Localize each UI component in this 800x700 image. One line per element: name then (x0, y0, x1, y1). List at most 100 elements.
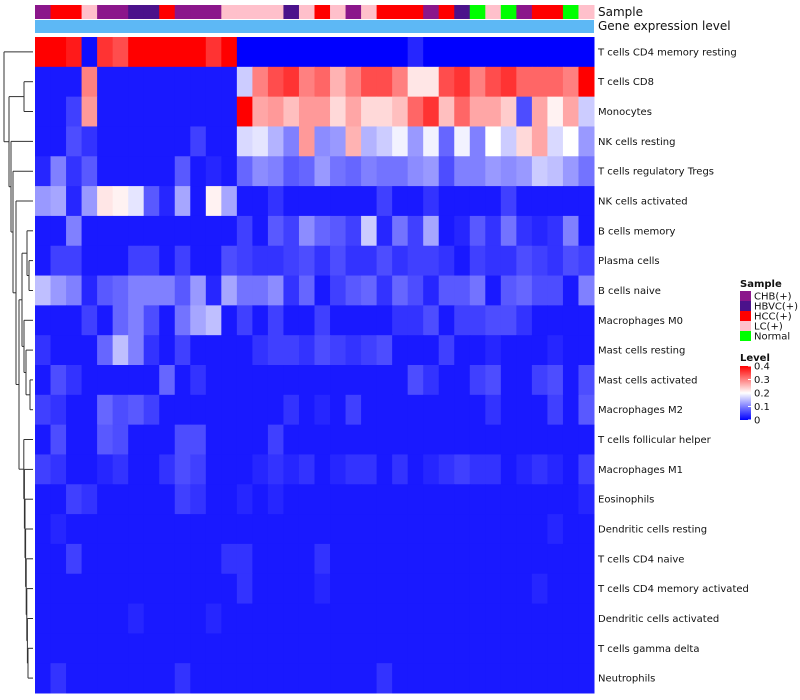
heatmap-cell (221, 305, 238, 336)
heatmap-cell (578, 663, 595, 694)
heatmap-cell (35, 126, 52, 157)
heatmap-cell (562, 484, 579, 515)
heatmap-cell (345, 663, 362, 694)
heatmap-cell (531, 66, 548, 98)
heatmap-cell (205, 245, 222, 277)
heatmap-cell (423, 126, 440, 157)
heatmap-cell (345, 633, 362, 664)
heatmap-cell (50, 275, 67, 306)
annotation-label-sample: Sample (598, 5, 643, 19)
heatmap-cell (361, 454, 378, 485)
heatmap-cell (81, 394, 98, 426)
heatmap-cell (407, 156, 424, 187)
heatmap-cell (112, 514, 129, 545)
heatmap-cell (128, 37, 145, 68)
heatmap-cell (128, 573, 145, 605)
heatmap-cell (407, 305, 424, 336)
heatmap-cell (190, 126, 207, 157)
heatmap-cell (454, 514, 471, 545)
heatmap-cell (500, 335, 517, 366)
heatmap-cell (361, 514, 378, 545)
heatmap-cell (252, 37, 269, 68)
heatmap-cell (516, 215, 533, 247)
heatmap-cell (205, 215, 222, 247)
heatmap-cell (112, 663, 129, 694)
heatmap-cell (423, 156, 440, 187)
heatmap-cell (283, 543, 300, 575)
sample-annotation-cell (531, 5, 548, 19)
heatmap-cell (407, 215, 424, 247)
heatmap-cell (267, 663, 284, 694)
heatmap-cell (500, 394, 517, 426)
heatmap-cell (267, 186, 284, 217)
heatmap-cell (174, 156, 191, 187)
heatmap-cell (469, 245, 486, 277)
heatmap-cell (174, 215, 191, 247)
heatmap-cell (314, 126, 331, 157)
heatmap-cell (174, 305, 191, 336)
heatmap-cell (97, 275, 114, 306)
heatmap-cell (376, 573, 393, 605)
heatmap-cell (143, 603, 160, 634)
heatmap-cell (531, 394, 548, 426)
heatmap-cell (190, 603, 207, 634)
heatmap-cell (423, 365, 440, 396)
heatmap-cell (298, 186, 315, 217)
heatmap-cell (547, 156, 564, 187)
heatmap-cell (97, 126, 114, 157)
heatmap-cell (298, 394, 315, 426)
heatmap-cell (159, 365, 176, 396)
sample-annotation-cell (361, 5, 378, 19)
heatmap-cell (500, 633, 517, 664)
heatmap-cell (562, 275, 579, 306)
heatmap-cell (454, 96, 471, 127)
heatmap-cell (35, 96, 52, 127)
heatmap-cell (50, 66, 67, 98)
heatmap-cell (531, 275, 548, 306)
heatmap-cell (159, 126, 176, 157)
heatmap-cell (392, 335, 409, 366)
heatmap-cell (252, 663, 269, 694)
heatmap-cell (112, 126, 129, 157)
heatmap-cell (81, 215, 98, 247)
heatmap-cell (159, 603, 176, 634)
heatmap-cell (112, 454, 129, 485)
heatmap-cell (236, 305, 253, 336)
heatmap-cell (267, 365, 284, 396)
heatmap-cell (516, 186, 533, 217)
heatmap-cell (174, 543, 191, 575)
heatmap-cell (531, 514, 548, 545)
heatmap-cell (283, 335, 300, 366)
heatmap-cell (66, 603, 83, 634)
heatmap-cell (252, 96, 269, 127)
heatmap-cell (221, 215, 238, 247)
heatmap-cell (267, 305, 284, 336)
heatmap-cell (174, 275, 191, 306)
heatmap-cell (485, 245, 502, 277)
heatmap-cell (283, 275, 300, 306)
heatmap-cell (128, 543, 145, 575)
heatmap-cell (50, 365, 67, 396)
heatmap-cell (578, 603, 595, 634)
heatmap-cell (531, 573, 548, 605)
heatmap-cell (252, 514, 269, 545)
heatmap-cell (112, 37, 129, 68)
heatmap-cell (298, 245, 315, 277)
legend-swatch (740, 291, 751, 301)
heatmap-cell (159, 215, 176, 247)
heatmap-cell (376, 245, 393, 277)
heatmap-cell (221, 335, 238, 366)
heatmap-cell (516, 484, 533, 515)
heatmap-cell (159, 454, 176, 485)
heatmap-cell (392, 186, 409, 217)
heatmap-cell (174, 37, 191, 68)
sample-annotation-cell (298, 5, 315, 19)
row-label: T cells CD8 (597, 77, 654, 88)
heatmap-cell (345, 275, 362, 306)
heatmap-cell (298, 573, 315, 605)
heatmap-cell (392, 633, 409, 664)
heatmap-cell (361, 394, 378, 426)
heatmap-cell (205, 365, 222, 396)
heatmap-cell (236, 186, 253, 217)
heatmap-cell (252, 633, 269, 664)
